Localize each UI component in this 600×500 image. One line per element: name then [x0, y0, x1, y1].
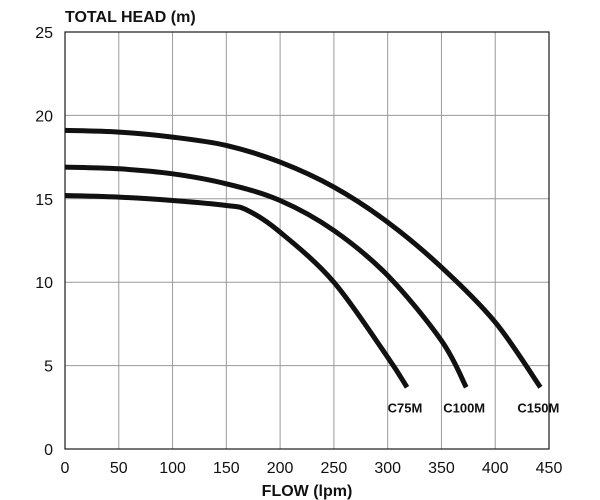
x-tick-label: 0: [61, 460, 70, 477]
x-tick-label: 300: [374, 460, 401, 477]
tick-labels: 0 50 100 150 200 250 300 350 400 450 0 5 10 15 20 25: [35, 25, 562, 477]
x-tick-label: 50: [110, 460, 128, 477]
x-tick-label: 200: [267, 460, 294, 477]
y-tick-label: 25: [35, 25, 53, 42]
series-label-c150m: C150M: [517, 400, 559, 415]
series-line-c75m: [64, 193, 410, 389]
y-tick-label: 5: [44, 359, 53, 376]
x-tick-label: 100: [159, 460, 186, 477]
series-labels: C75M C100M C150M: [388, 400, 560, 415]
series-line-c100m: [64, 164, 469, 389]
x-tick-label: 150: [213, 460, 240, 477]
series-line-c150m: [64, 127, 543, 389]
y-tick-label: 0: [44, 442, 53, 459]
x-tick-label: 400: [482, 460, 509, 477]
y-tick-label: 15: [35, 192, 53, 209]
y-tick-label: 20: [35, 108, 53, 125]
x-tick-label: 450: [536, 460, 563, 477]
y-tick-label: 10: [35, 275, 53, 292]
plot-frame: [64, 31, 550, 450]
series-label-c100m: C100M: [443, 400, 485, 415]
x-tick-label: 350: [428, 460, 455, 477]
x-tick-label: 250: [321, 460, 348, 477]
series-label-c75m: C75M: [388, 400, 423, 415]
x-axis-title: FLOW (lpm): [262, 483, 353, 500]
grid: [65, 32, 549, 449]
series-lines: [64, 127, 543, 389]
y-axis-title: TOTAL HEAD (m): [65, 9, 196, 26]
